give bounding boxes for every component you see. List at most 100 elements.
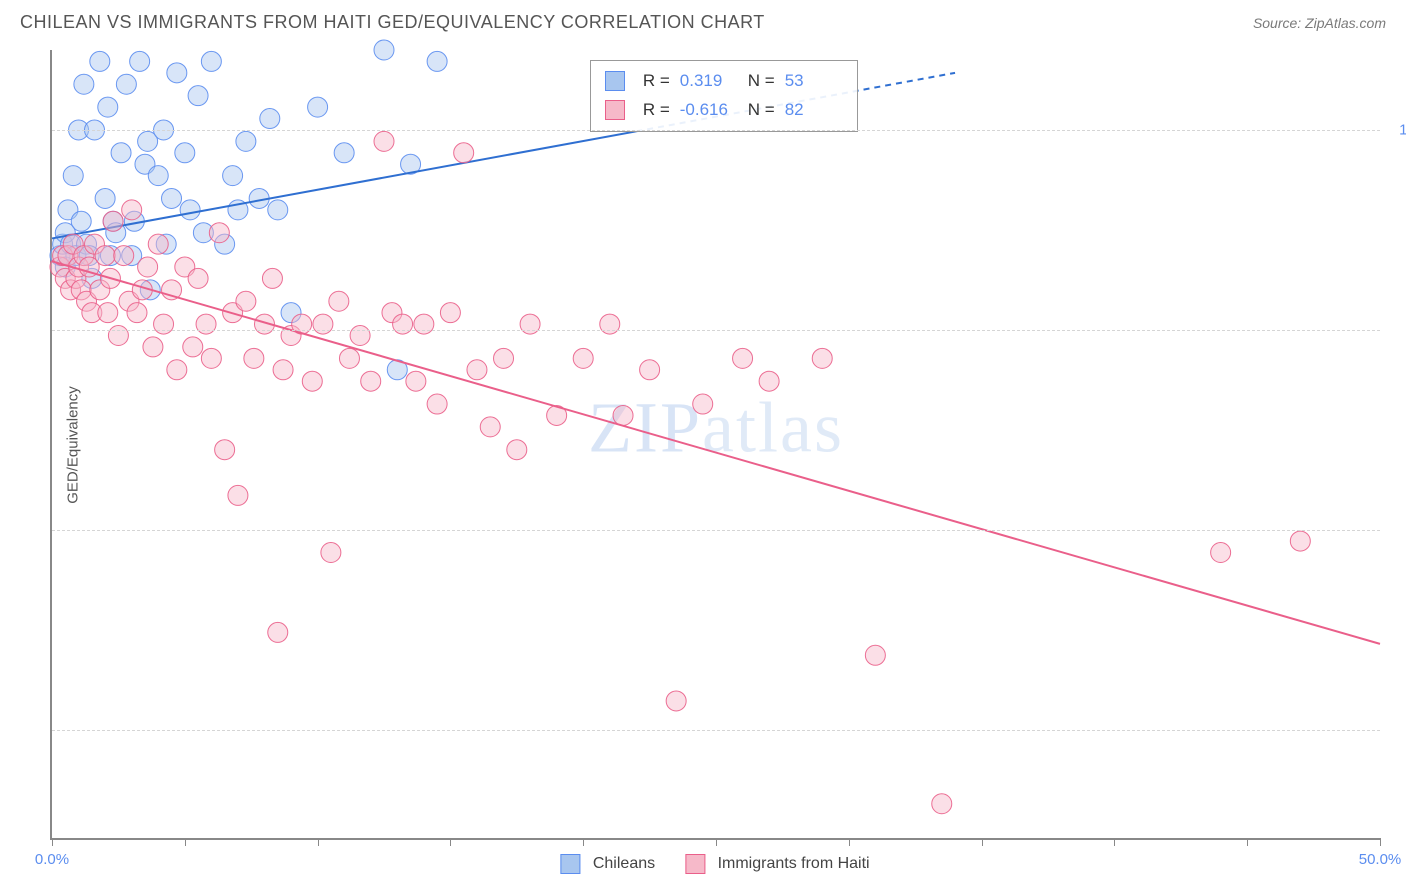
stats-swatch-chileans	[605, 71, 625, 91]
stats-n-label: N =	[748, 96, 775, 125]
scatter-point-haiti	[759, 371, 779, 391]
scatter-point-haiti	[209, 223, 229, 243]
chart-container: GED/Equivalency ZIPatlas R =0.319N =53R …	[50, 50, 1380, 840]
xtick	[185, 838, 186, 846]
gridline-h	[52, 530, 1380, 531]
scatter-point-chileans	[188, 86, 208, 106]
scatter-point-chileans	[71, 211, 91, 231]
stats-r-label: R =	[643, 96, 670, 125]
chart-header: CHILEAN VS IMMIGRANTS FROM HAITI GED/EQU…	[0, 0, 1406, 41]
legend-swatch-haiti	[685, 854, 705, 874]
xtick	[450, 838, 451, 846]
scatter-point-haiti	[95, 246, 115, 266]
scatter-point-haiti	[440, 303, 460, 323]
legend-bottom: Chileans Immigrants from Haiti	[560, 854, 869, 874]
scatter-point-haiti	[329, 291, 349, 311]
scatter-point-chileans	[162, 188, 182, 208]
scatter-point-chileans	[268, 200, 288, 220]
legend-item-chileans: Chileans	[560, 854, 655, 874]
stats-swatch-haiti	[605, 100, 625, 120]
scatter-point-haiti	[262, 268, 282, 288]
scatter-point-chileans	[148, 166, 168, 186]
scatter-point-haiti	[600, 314, 620, 334]
scatter-point-chileans	[180, 200, 200, 220]
scatter-point-haiti	[1211, 542, 1231, 562]
xtick-label: 50.0%	[1359, 851, 1402, 868]
scatter-point-haiti	[167, 360, 187, 380]
scatter-point-chileans	[111, 143, 131, 163]
scatter-point-chileans	[74, 74, 94, 94]
scatter-point-chileans	[236, 131, 256, 151]
scatter-point-chileans	[130, 51, 150, 71]
stats-row-haiti: R =-0.616N =82	[605, 96, 843, 125]
trendline-haiti	[52, 261, 1380, 644]
scatter-point-chileans	[90, 51, 110, 71]
scatter-point-haiti	[339, 348, 359, 368]
scatter-point-haiti	[467, 360, 487, 380]
ytick-label: 82.5%	[1390, 321, 1406, 338]
scatter-point-haiti	[188, 268, 208, 288]
scatter-point-haiti	[236, 291, 256, 311]
scatter-point-haiti	[273, 360, 293, 380]
scatter-point-haiti	[414, 314, 434, 334]
scatter-point-haiti	[520, 314, 540, 334]
scatter-point-haiti	[196, 314, 216, 334]
scatter-point-haiti	[108, 326, 128, 346]
xtick-label: 0.0%	[35, 851, 69, 868]
ytick-label: 65.0%	[1390, 521, 1406, 538]
scatter-svg	[52, 50, 1380, 838]
gridline-h	[52, 330, 1380, 331]
scatter-point-chileans	[175, 143, 195, 163]
xtick	[52, 838, 53, 846]
scatter-point-haiti	[507, 440, 527, 460]
scatter-point-haiti	[494, 348, 514, 368]
xtick	[583, 838, 584, 846]
source-label: Source: ZipAtlas.com	[1253, 15, 1386, 31]
scatter-point-haiti	[812, 348, 832, 368]
correlation-stats-box: R =0.319N =53R =-0.616N =82	[590, 60, 858, 132]
scatter-point-haiti	[268, 622, 288, 642]
scatter-point-chileans	[260, 109, 280, 129]
scatter-point-haiti	[122, 200, 142, 220]
scatter-point-haiti	[114, 246, 134, 266]
scatter-point-haiti	[148, 234, 168, 254]
scatter-point-haiti	[733, 348, 753, 368]
scatter-point-chileans	[95, 188, 115, 208]
chart-title: CHILEAN VS IMMIGRANTS FROM HAITI GED/EQU…	[20, 12, 765, 33]
scatter-point-haiti	[427, 394, 447, 414]
scatter-point-haiti	[454, 143, 474, 163]
scatter-point-haiti	[127, 303, 147, 323]
xtick	[716, 838, 717, 846]
scatter-point-haiti	[183, 337, 203, 357]
scatter-point-haiti	[302, 371, 322, 391]
scatter-point-chileans	[167, 63, 187, 83]
xtick	[1247, 838, 1248, 846]
stats-n-label: N =	[748, 67, 775, 96]
scatter-point-haiti	[693, 394, 713, 414]
scatter-point-haiti	[640, 360, 660, 380]
ytick-label: 47.5%	[1390, 721, 1406, 738]
scatter-point-haiti	[865, 645, 885, 665]
scatter-point-chileans	[98, 97, 118, 117]
scatter-point-haiti	[361, 371, 381, 391]
scatter-point-haiti	[98, 303, 118, 323]
scatter-point-haiti	[154, 314, 174, 334]
stats-n-value-haiti: 82	[785, 96, 843, 125]
xtick	[1114, 838, 1115, 846]
scatter-point-chileans	[116, 74, 136, 94]
gridline-h	[52, 130, 1380, 131]
plot-area: ZIPatlas R =0.319N =53R =-0.616N =82 100…	[50, 50, 1380, 840]
scatter-point-haiti	[350, 326, 370, 346]
scatter-point-haiti	[406, 371, 426, 391]
ytick-label: 100.0%	[1390, 121, 1406, 138]
scatter-point-chileans	[223, 166, 243, 186]
gridline-h	[52, 730, 1380, 731]
scatter-point-haiti	[613, 405, 633, 425]
scatter-point-haiti	[215, 440, 235, 460]
scatter-point-haiti	[201, 348, 221, 368]
scatter-point-haiti	[143, 337, 163, 357]
stats-row-chileans: R =0.319N =53	[605, 67, 843, 96]
scatter-point-haiti	[244, 348, 264, 368]
scatter-point-haiti	[480, 417, 500, 437]
stats-n-value-chileans: 53	[785, 67, 843, 96]
